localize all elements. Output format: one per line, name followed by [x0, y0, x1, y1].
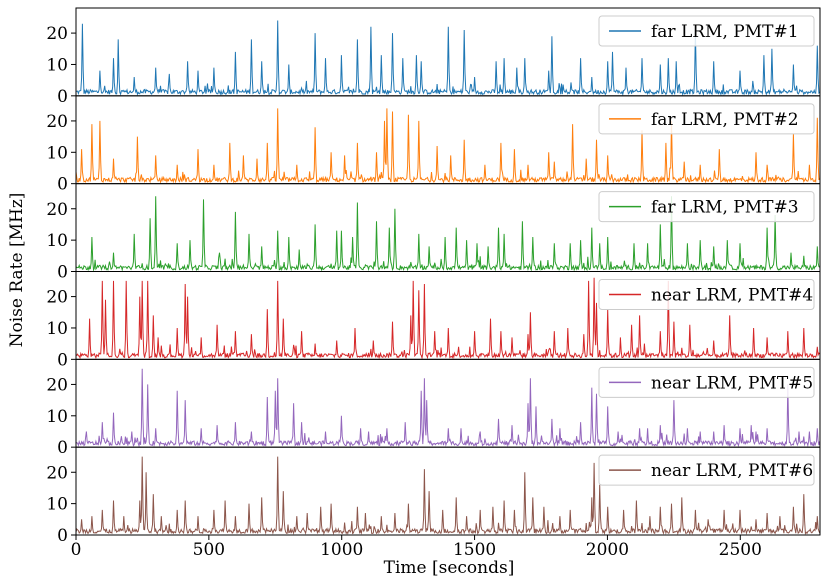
series-line-2: [76, 108, 820, 184]
y-tick-label-3-20: 20: [46, 200, 68, 220]
legend-box-6: [598, 454, 815, 486]
x-tick-label-1000: 1000: [320, 540, 363, 560]
series-line-6: [76, 456, 820, 535]
y-tick-label-2-20: 20: [46, 112, 68, 132]
y-axis-label: Noise Rate [MHz]: [7, 193, 27, 348]
legend-label-2: far LRM, PMT#2: [651, 110, 799, 130]
panel-4: 0 10 20 near LRM, PMT#4: [46, 271, 821, 370]
x-tick-label-1500: 1500: [453, 540, 496, 560]
y-tick-label-4-0: 0: [57, 350, 68, 370]
panel-2: 0 10 20 far LRM, PMT#2: [46, 95, 821, 195]
panel-3: 0 10 20 far LRM, PMT#3: [46, 183, 821, 283]
legend-box-3: [598, 191, 815, 223]
y-tick-label-5-0: 0: [57, 438, 68, 458]
y-tick-label-1-20: 20: [46, 24, 68, 44]
x-tick-label-2000: 2000: [586, 540, 629, 560]
legend-label-6: near LRM, PMT#6: [651, 461, 813, 481]
y-tick-label-3-0: 0: [57, 263, 68, 283]
panel-6: 0 10 20 near LRM, PMT#6: [46, 446, 821, 546]
legend-label-5: near LRM, PMT#5: [651, 373, 813, 393]
y-tick-label-5-20: 20: [46, 375, 68, 395]
x-tick-label-2500: 2500: [719, 540, 762, 560]
legend-box-1: [598, 15, 815, 47]
legend-label-4: near LRM, PMT#4: [651, 286, 813, 306]
y-tick-label-5-10: 10: [46, 407, 68, 427]
series-line-4: [76, 277, 820, 360]
y-tick-label-3-10: 10: [46, 231, 68, 251]
x-tick-label-500: 500: [193, 540, 225, 560]
y-tick-label-4-10: 10: [46, 319, 68, 339]
panel-frame-6: [75, 446, 821, 536]
panel-5: 0 10 20 near LRM, PMT#5: [46, 358, 821, 458]
legend-label-1: far LRM, PMT#1: [651, 22, 799, 42]
series-line-1: [76, 20, 820, 96]
series-line-5: [76, 368, 820, 448]
x-axis-label: Time [seconds]: [384, 558, 515, 578]
y-tick-label-1-10: 10: [46, 55, 68, 75]
y-tick-label-2-0: 0: [57, 175, 68, 195]
panels-group: 0 10 20 far LRM, PMT#1 0 10 20 far LRM, PMT#2 0 1…: [46, 7, 821, 546]
y-tick-label-1-0: 0: [57, 87, 68, 107]
y-tick-label-2-10: 10: [46, 143, 68, 163]
x-axis: 0 500 1000 1500 2000 2500: [71, 535, 762, 560]
legend-box-4: [598, 279, 815, 310]
legend-label-3: far LRM, PMT#3: [651, 198, 799, 218]
y-tick-label-4-20: 20: [46, 288, 68, 308]
legend-box-2: [598, 103, 815, 135]
legend-box-5: [598, 366, 815, 398]
y-tick-label-6-20: 20: [46, 463, 68, 483]
panel-1: 0 10 20 far LRM, PMT#1: [46, 7, 821, 107]
y-tick-label-6-0: 0: [57, 526, 68, 546]
y-tick-label-6-10: 10: [46, 495, 68, 515]
x-tick-label-0: 0: [71, 540, 82, 560]
series-line-3: [76, 196, 820, 272]
